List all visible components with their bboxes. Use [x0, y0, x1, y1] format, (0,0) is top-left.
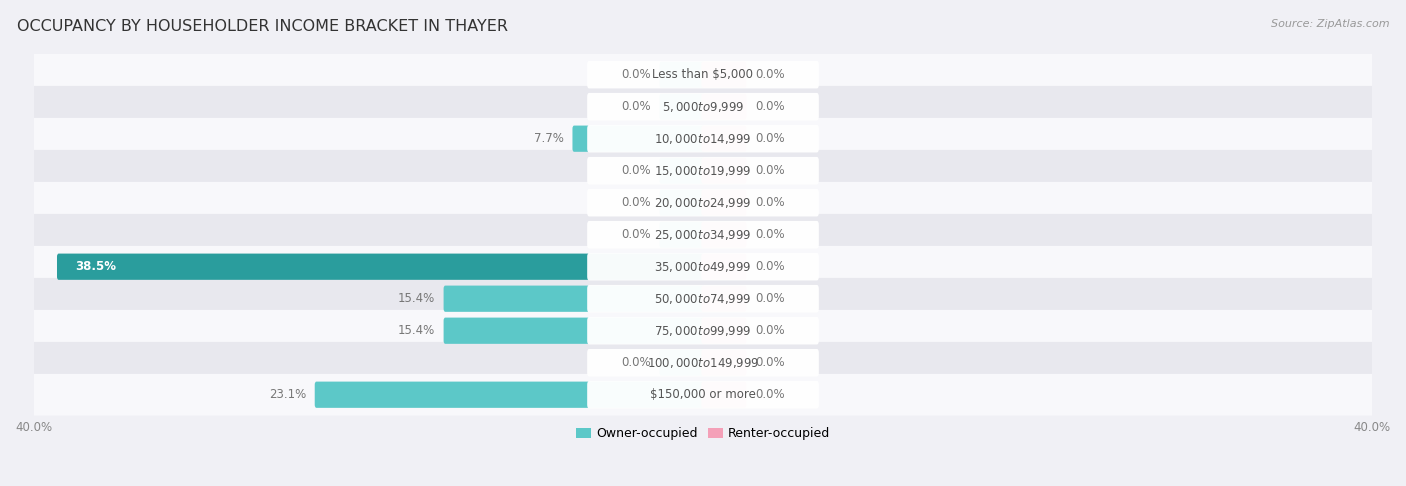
Text: 0.0%: 0.0%	[755, 356, 785, 369]
FancyBboxPatch shape	[588, 157, 818, 185]
Text: $20,000 to $24,999: $20,000 to $24,999	[654, 196, 752, 209]
FancyBboxPatch shape	[0, 54, 1406, 95]
FancyBboxPatch shape	[659, 157, 704, 184]
FancyBboxPatch shape	[588, 189, 818, 216]
FancyBboxPatch shape	[0, 278, 1406, 319]
Text: 0.0%: 0.0%	[621, 164, 651, 177]
Text: 0.0%: 0.0%	[755, 100, 785, 113]
Text: 0.0%: 0.0%	[755, 292, 785, 305]
Text: 7.7%: 7.7%	[534, 132, 564, 145]
FancyBboxPatch shape	[588, 317, 818, 345]
FancyBboxPatch shape	[0, 214, 1406, 256]
FancyBboxPatch shape	[0, 310, 1406, 351]
FancyBboxPatch shape	[659, 349, 704, 376]
Text: $100,000 to $149,999: $100,000 to $149,999	[647, 356, 759, 370]
FancyBboxPatch shape	[588, 125, 818, 153]
FancyBboxPatch shape	[0, 342, 1406, 383]
Text: 0.0%: 0.0%	[755, 324, 785, 337]
Text: 0.0%: 0.0%	[755, 164, 785, 177]
FancyBboxPatch shape	[702, 157, 747, 184]
FancyBboxPatch shape	[588, 253, 818, 280]
Text: 15.4%: 15.4%	[398, 292, 436, 305]
Text: 0.0%: 0.0%	[755, 196, 785, 209]
Text: 0.0%: 0.0%	[755, 132, 785, 145]
Text: $25,000 to $34,999: $25,000 to $34,999	[654, 228, 752, 242]
FancyBboxPatch shape	[0, 150, 1406, 191]
Text: 0.0%: 0.0%	[621, 196, 651, 209]
FancyBboxPatch shape	[659, 190, 704, 216]
FancyBboxPatch shape	[702, 62, 747, 88]
Text: 15.4%: 15.4%	[398, 324, 436, 337]
FancyBboxPatch shape	[443, 317, 704, 344]
FancyBboxPatch shape	[572, 125, 704, 152]
FancyBboxPatch shape	[702, 317, 747, 344]
FancyBboxPatch shape	[58, 254, 704, 280]
Text: Source: ZipAtlas.com: Source: ZipAtlas.com	[1271, 19, 1389, 30]
Text: $50,000 to $74,999: $50,000 to $74,999	[654, 292, 752, 306]
Text: 38.5%: 38.5%	[76, 260, 117, 273]
Text: 0.0%: 0.0%	[755, 388, 785, 401]
Text: $75,000 to $99,999: $75,000 to $99,999	[654, 324, 752, 338]
FancyBboxPatch shape	[702, 349, 747, 376]
FancyBboxPatch shape	[702, 382, 747, 408]
FancyBboxPatch shape	[588, 93, 818, 121]
Text: $35,000 to $49,999: $35,000 to $49,999	[654, 260, 752, 274]
Text: 0.0%: 0.0%	[755, 228, 785, 241]
Text: 0.0%: 0.0%	[755, 260, 785, 273]
Text: $10,000 to $14,999: $10,000 to $14,999	[654, 132, 752, 146]
Text: 0.0%: 0.0%	[755, 68, 785, 81]
Text: 0.0%: 0.0%	[621, 228, 651, 241]
FancyBboxPatch shape	[588, 349, 818, 377]
Text: 23.1%: 23.1%	[269, 388, 307, 401]
FancyBboxPatch shape	[702, 125, 747, 152]
FancyBboxPatch shape	[659, 62, 704, 88]
FancyBboxPatch shape	[702, 190, 747, 216]
Text: 0.0%: 0.0%	[621, 68, 651, 81]
FancyBboxPatch shape	[0, 374, 1406, 416]
Text: 0.0%: 0.0%	[621, 100, 651, 113]
Legend: Owner-occupied, Renter-occupied: Owner-occupied, Renter-occupied	[571, 422, 835, 446]
FancyBboxPatch shape	[588, 285, 818, 312]
FancyBboxPatch shape	[0, 246, 1406, 288]
FancyBboxPatch shape	[588, 61, 818, 88]
Text: Less than $5,000: Less than $5,000	[652, 68, 754, 81]
FancyBboxPatch shape	[315, 382, 704, 408]
FancyBboxPatch shape	[702, 286, 747, 312]
FancyBboxPatch shape	[588, 381, 818, 409]
FancyBboxPatch shape	[0, 118, 1406, 159]
FancyBboxPatch shape	[443, 286, 704, 312]
Text: $15,000 to $19,999: $15,000 to $19,999	[654, 164, 752, 178]
Text: 0.0%: 0.0%	[621, 356, 651, 369]
Text: OCCUPANCY BY HOUSEHOLDER INCOME BRACKET IN THAYER: OCCUPANCY BY HOUSEHOLDER INCOME BRACKET …	[17, 19, 508, 35]
FancyBboxPatch shape	[0, 86, 1406, 127]
Text: $5,000 to $9,999: $5,000 to $9,999	[662, 100, 744, 114]
FancyBboxPatch shape	[702, 222, 747, 248]
FancyBboxPatch shape	[588, 221, 818, 248]
Text: $150,000 or more: $150,000 or more	[650, 388, 756, 401]
FancyBboxPatch shape	[659, 94, 704, 120]
FancyBboxPatch shape	[702, 254, 747, 280]
FancyBboxPatch shape	[0, 182, 1406, 224]
FancyBboxPatch shape	[702, 94, 747, 120]
FancyBboxPatch shape	[659, 222, 704, 248]
